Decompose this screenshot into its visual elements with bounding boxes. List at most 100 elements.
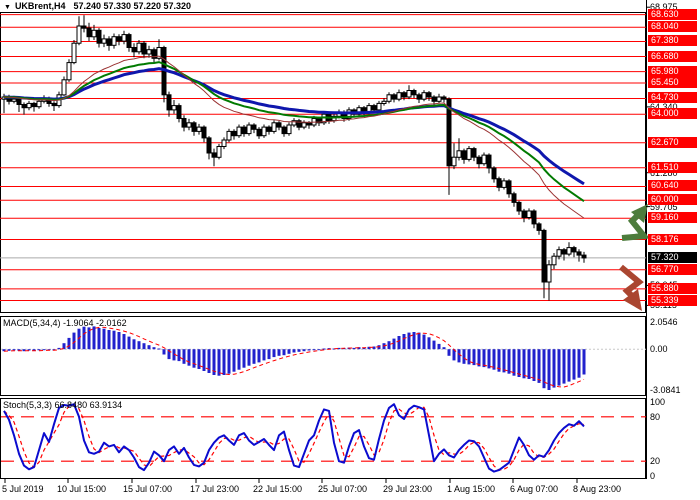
macd-bar: [582, 349, 586, 375]
macd-bar: [442, 347, 446, 350]
macd-bar: [327, 348, 331, 350]
macd-bar: [282, 349, 286, 356]
candle-body: [581, 254, 587, 259]
up-arrow-annotation[interactable]: [621, 204, 650, 241]
macd-signal-line: [3, 326, 585, 388]
candle-body: [21, 104, 27, 109]
macd-bar: [172, 349, 176, 361]
stoch-panel[interactable]: [0, 398, 646, 478]
macd-bar: [132, 339, 136, 350]
macd-bar: [497, 349, 501, 372]
stoch-name: Stoch(5,3,3): [3, 400, 53, 410]
candle-body: [246, 124, 252, 135]
macd-bar: [467, 349, 471, 365]
candle-body: [451, 156, 457, 167]
candle-body: [526, 210, 532, 218]
time-axis-label: 8 Aug 23:00: [573, 484, 622, 494]
macd-bar: [477, 349, 481, 367]
macd-bar: [457, 349, 461, 363]
candle-body: [491, 167, 497, 180]
candle-body: [141, 42, 147, 55]
candle-body: [401, 92, 407, 98]
candle-body: [441, 96, 447, 100]
y-axis-tick-label: 68.975: [650, 2, 678, 12]
macd-bar: [547, 349, 551, 390]
macd-bar: [387, 341, 391, 350]
macd-bar: [317, 349, 321, 351]
candle-body: [176, 105, 182, 119]
macd-bar: [447, 349, 451, 356]
candle-body: [211, 152, 217, 158]
macd-bar: [152, 347, 156, 350]
macd-bar: [12, 349, 16, 351]
candle-body: [521, 210, 527, 218]
candle-body: [456, 150, 462, 158]
time-axis-label: 15 Jul 07:00: [123, 484, 173, 494]
macd-bar: [507, 349, 511, 374]
candle-body: [426, 92, 432, 98]
candle-body: [391, 94, 397, 100]
candle-body: [386, 94, 392, 102]
candle-body: [531, 210, 537, 225]
candle-body: [416, 94, 422, 100]
macd-bar: [482, 349, 486, 368]
chart-dropdown-icon[interactable]: ▼: [4, 4, 11, 11]
candle-body: [566, 247, 572, 255]
macd-bar: [82, 326, 86, 350]
macd-bar: [352, 347, 356, 350]
macd-bar: [417, 332, 421, 350]
macd-bar: [562, 349, 566, 384]
macd-bar: [412, 332, 416, 350]
candle-body: [226, 130, 232, 141]
price-badge: 68.040: [648, 21, 697, 32]
macd-bar: [122, 334, 126, 350]
candle-body: [281, 126, 287, 135]
candle-body: [321, 113, 327, 124]
macd-bar: [142, 343, 146, 350]
y-axis-tick-label: 61.280: [650, 168, 678, 178]
slow-ma: [3, 67, 585, 186]
y-axis-tick-label: 64.340: [650, 102, 678, 112]
price-badge: 61.510: [648, 162, 697, 173]
candle-body: [556, 249, 562, 257]
macd-bar: [252, 349, 256, 364]
candle-body: [476, 156, 482, 165]
main-chart-panel[interactable]: [0, 12, 646, 313]
macd-bar: [97, 328, 101, 350]
candle-body: [221, 139, 227, 147]
candle-body: [501, 180, 507, 188]
macd-bar: [232, 349, 236, 372]
time-axis-label: 1 Aug 15:00: [447, 484, 496, 494]
macd-bar: [137, 341, 141, 350]
price-badge: 55.339: [648, 295, 697, 306]
candle-body: [76, 25, 82, 44]
macd-bar: [197, 349, 201, 369]
macd-panel[interactable]: [0, 316, 646, 396]
price-badge: 65.980: [648, 66, 697, 77]
time-axis-label: 29 Jul 23:00: [383, 484, 433, 494]
candle-body: [241, 126, 247, 135]
price-badge: 58.176: [648, 234, 697, 245]
candle-body: [106, 38, 112, 46]
macd-bar: [292, 349, 296, 353]
candle-body: [541, 229, 547, 283]
macd-bar: [367, 346, 371, 350]
candle-body: [536, 223, 542, 231]
candle-body: [271, 122, 277, 132]
down-arrow-annotation[interactable]: [619, 264, 644, 311]
macd-bar: [322, 348, 326, 350]
candle-body: [496, 178, 502, 188]
candle-body: [156, 47, 162, 59]
candle-body: [86, 27, 92, 38]
candle-body: [511, 193, 517, 203]
time-axis-label: 17 Jul 23:00: [190, 484, 240, 494]
medium-ma: [3, 61, 585, 203]
price-badge: 67.380: [648, 35, 697, 46]
candle-body: [546, 264, 552, 283]
candle-body: [461, 150, 467, 160]
macd-bar: [397, 336, 401, 350]
candle-body: [301, 122, 307, 128]
macd-bar: [407, 332, 411, 350]
